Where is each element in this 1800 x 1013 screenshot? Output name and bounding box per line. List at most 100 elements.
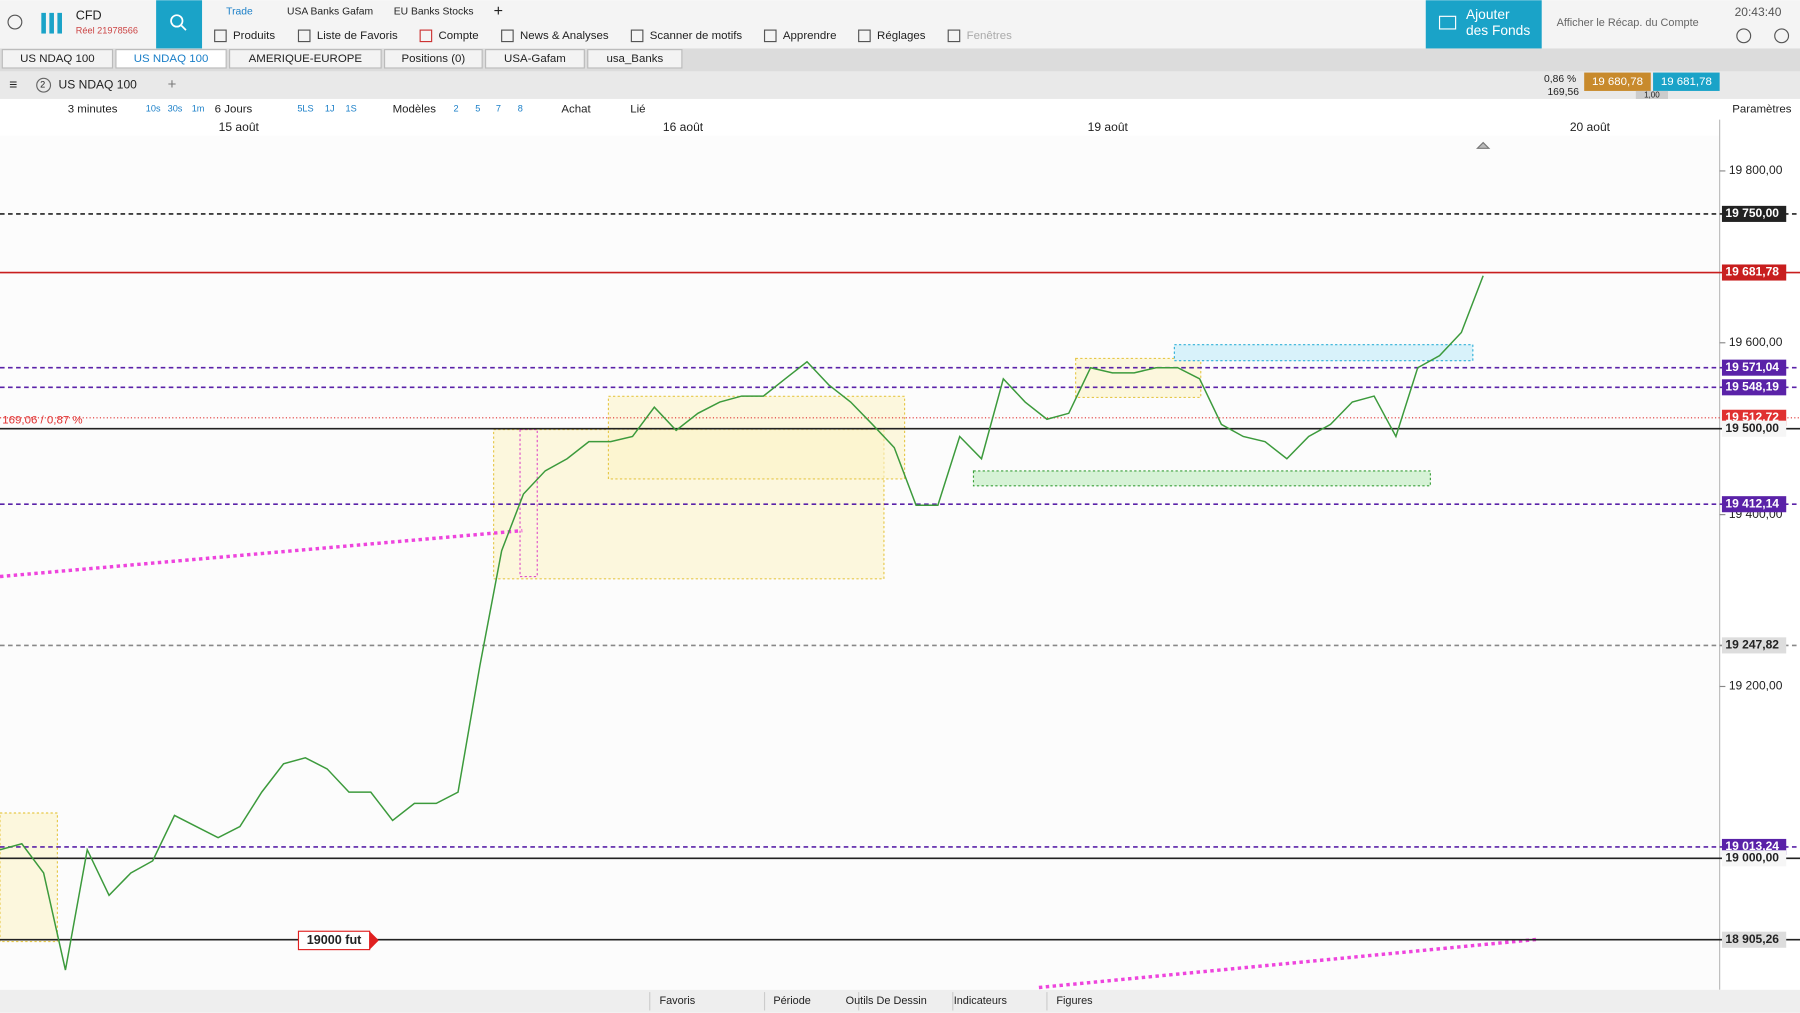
level-label: 18 905,26 (1725, 932, 1779, 946)
toolbar-item[interactable]: 30s (168, 104, 183, 114)
level-tag (1721, 637, 1787, 654)
toolbar-item[interactable]: Paramètres (1732, 103, 1792, 115)
add-funds-button[interactable] (1425, 0, 1542, 49)
tab-label: USA-Gafam (504, 53, 566, 65)
ask-price: 19 681,78 (1661, 76, 1712, 88)
level-tag (1721, 359, 1787, 376)
instrument-name: US NDAQ 100 (59, 77, 138, 91)
menu-item[interactable]: Fenêtres (967, 30, 1013, 42)
add-funds-label: Ajouter (1466, 7, 1510, 22)
menu-icon (214, 29, 227, 43)
menu-icon (297, 29, 311, 43)
bottom-bar (0, 989, 1800, 1013)
bid-button[interactable] (1584, 72, 1651, 91)
account-summary[interactable]: Afficher le Récap. du Compte (1557, 17, 1699, 29)
toolbar-item[interactable]: 1S (346, 104, 357, 114)
search-button[interactable] (156, 0, 203, 49)
menu-icon (947, 29, 961, 43)
menu-item[interactable]: Produits (233, 30, 275, 42)
tab[interactable] (229, 49, 382, 69)
date-label: 19 août (1088, 120, 1129, 134)
footer-button[interactable]: Outils De Dessin (846, 995, 927, 1007)
toolbar-item[interactable]: 10s (146, 104, 161, 114)
toolbar-item[interactable]: 8 (518, 104, 523, 114)
y-tick-label: 19 600,00 (1729, 335, 1783, 349)
level-label: 19 750,00 (1725, 206, 1779, 220)
level-tag (1721, 420, 1787, 437)
level-label: 19 571,04 (1725, 360, 1779, 374)
footer-button[interactable]: Indicateurs (954, 995, 1008, 1007)
clock: 20:43:40 (1735, 5, 1782, 19)
annotation: 19000 fut (307, 933, 362, 947)
menu-icon (763, 29, 777, 43)
footer-button[interactable]: Figures (1056, 995, 1093, 1007)
toolbar-item[interactable]: Achat (561, 103, 591, 115)
footer-button[interactable]: Favoris (659, 995, 695, 1007)
price-line (0, 275, 1484, 971)
level-label: 19 548,19 (1725, 379, 1779, 393)
ask-button[interactable] (1653, 72, 1720, 91)
tab[interactable] (485, 49, 585, 69)
level-tag (1721, 205, 1787, 222)
workspace-tab[interactable]: Trade (226, 6, 253, 17)
workspace-tab[interactable]: USA Banks Gafam (287, 6, 373, 17)
toolbar-item[interactable]: 7 (496, 104, 501, 114)
add-funds-label: des Fonds (1466, 23, 1530, 38)
menu-icon (630, 29, 644, 43)
level-tag (1721, 931, 1787, 948)
tab[interactable] (1, 49, 114, 69)
change-pts: 169,56 (1547, 87, 1579, 98)
tab-label: AMERIQUE-EUROPE (249, 53, 363, 65)
chart-header (0, 71, 1800, 99)
toolbar-item[interactable]: 1m (192, 104, 205, 114)
menu-icon (858, 29, 871, 43)
workspace-tab[interactable]: EU Banks Stocks (394, 6, 474, 17)
menu-item[interactable]: Liste de Favoris (317, 30, 398, 42)
tab-label: US NDAQ 100 (20, 53, 95, 65)
level-label: 19 681,78 (1725, 265, 1779, 279)
level-label: 19 013,24 (1725, 839, 1779, 853)
toolbar-item[interactable]: 6 Jours (215, 103, 253, 115)
add-workspace[interactable]: + (494, 2, 503, 20)
level-label: 19 512,72 (1725, 410, 1779, 424)
toolbar-item[interactable]: 5 (475, 104, 480, 114)
tab[interactable] (115, 49, 227, 69)
footer-button[interactable]: Période (773, 995, 811, 1007)
level-label: 19 412,14 (1725, 496, 1779, 510)
annotation: 169,06 / 0,87 % (2, 414, 82, 426)
level-label: 19 247,82 (1725, 638, 1779, 652)
menu-icon (419, 29, 433, 43)
tab-label: US NDAQ 100 (134, 53, 209, 65)
spread: 1,00 (1644, 91, 1660, 100)
menu-item[interactable]: Réglages (877, 30, 926, 42)
svg-text:≡: ≡ (9, 77, 17, 92)
tab-label: Positions (0) (401, 53, 465, 65)
change-pct: 0,86 % (1544, 74, 1576, 85)
svg-text:2: 2 (40, 80, 45, 90)
toolbar-item[interactable]: 3 minutes (68, 103, 118, 115)
tab[interactable] (587, 49, 683, 69)
toolbar-item[interactable]: 1J (325, 104, 335, 114)
date-label: 20 août (1570, 120, 1611, 134)
svg-text:+: + (168, 76, 177, 93)
menu-icon (501, 29, 514, 43)
level-label: 19 500,00 (1725, 421, 1779, 435)
level-label: 19 000,00 (1725, 851, 1779, 865)
toolbar-item[interactable]: Lié (630, 103, 645, 115)
tab[interactable] (383, 49, 483, 69)
menu-item[interactable]: Compte (439, 30, 479, 42)
account-type: CFD (76, 9, 102, 23)
menu-item[interactable]: News & Analyses (520, 30, 609, 42)
date-label: 16 août (663, 120, 704, 134)
bid-price: 19 680,78 (1592, 76, 1643, 88)
toolbar-item[interactable]: Modèles (393, 103, 437, 115)
user-icon[interactable] (7, 14, 23, 30)
toolbar-item[interactable]: 5LS (297, 104, 313, 114)
account-id: Réel 21978566 (76, 26, 138, 36)
menu-item[interactable]: Scanner de motifs (650, 30, 743, 42)
toolbar-item[interactable]: 2 (453, 104, 458, 114)
chart-toolbar (0, 98, 1800, 120)
date-label: 15 août (219, 120, 260, 134)
menu-item[interactable]: Apprendre (783, 30, 837, 42)
